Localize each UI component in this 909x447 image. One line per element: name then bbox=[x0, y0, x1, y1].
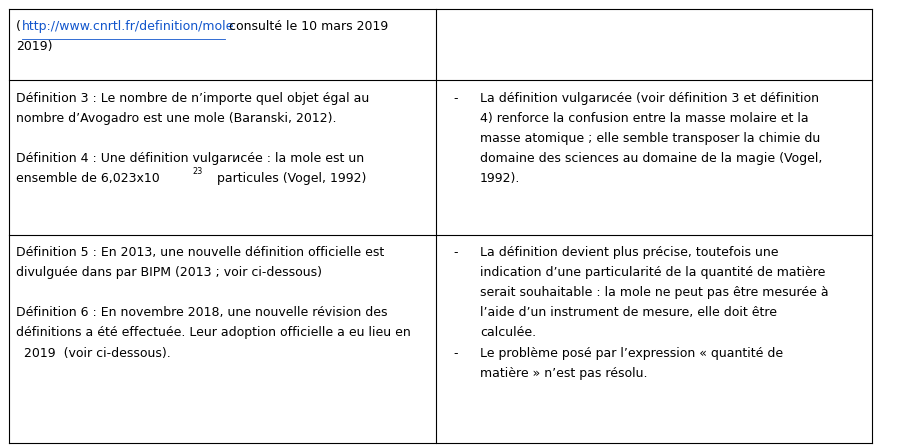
Text: 23: 23 bbox=[192, 167, 203, 176]
Text: Définition 6 : En novembre 2018, une nouvelle révision des: Définition 6 : En novembre 2018, une nou… bbox=[15, 306, 387, 319]
Text: indication d’une particularité de la quantité de matière: indication d’une particularité de la qua… bbox=[480, 266, 825, 279]
Text: -: - bbox=[454, 92, 458, 105]
Text: nombre d’Avogadro est une mole (Baranski, 2012).: nombre d’Avogadro est une mole (Baranski… bbox=[15, 112, 336, 125]
Text: l’aide d’un instrument de mesure, elle doit être: l’aide d’un instrument de mesure, elle d… bbox=[480, 306, 777, 319]
Text: ensemble de 6,023x10: ensemble de 6,023x10 bbox=[15, 172, 160, 185]
Text: Définition 5 : En 2013, une nouvelle définition officielle est: Définition 5 : En 2013, une nouvelle déf… bbox=[15, 246, 385, 259]
Text: (: ( bbox=[15, 20, 21, 33]
Text: 2019  (voir ci-dessous).: 2019 (voir ci-dessous). bbox=[15, 347, 171, 360]
Text: matière » n’est pas résolu.: matière » n’est pas résolu. bbox=[480, 367, 647, 380]
Text: Définition 3 : Le nombre de n’importe quel objet égal au: Définition 3 : Le nombre de n’importe qu… bbox=[15, 92, 369, 105]
Text: consulté le 10 mars 2019: consulté le 10 mars 2019 bbox=[225, 20, 388, 33]
Text: La définition vulgarисée (voir définition 3 et définition: La définition vulgarисée (voir définitio… bbox=[480, 92, 819, 105]
Text: La définition devient plus précise, toutefois une: La définition devient plus précise, tout… bbox=[480, 246, 779, 259]
Text: calculée.: calculée. bbox=[480, 326, 536, 339]
Text: 4) renforce la confusion entre la masse molaire et la: 4) renforce la confusion entre la masse … bbox=[480, 112, 809, 125]
Text: domaine des sciences au domaine de la magie (Vogel,: domaine des sciences au domaine de la ma… bbox=[480, 152, 823, 165]
Text: divulguée dans par BIPM (2013 ; voir ci-dessous): divulguée dans par BIPM (2013 ; voir ci-… bbox=[15, 266, 322, 279]
Text: -: - bbox=[454, 246, 458, 259]
Text: 2019): 2019) bbox=[15, 40, 53, 53]
Text: http://www.cnrtl.fr/definition/mole: http://www.cnrtl.fr/definition/mole bbox=[22, 20, 235, 33]
Text: masse atomique ; elle semble transposer la chimie du: masse atomique ; elle semble transposer … bbox=[480, 132, 820, 145]
Text: Le problème posé par l’expression « quantité de: Le problème posé par l’expression « quan… bbox=[480, 347, 784, 360]
Text: 1992).: 1992). bbox=[480, 172, 521, 185]
Text: Définition 4 : Une définition vulgarисée : la mole est un: Définition 4 : Une définition vulgarисée… bbox=[15, 152, 364, 165]
Text: -: - bbox=[454, 347, 458, 360]
Text: définitions a été effectuée. Leur adoption officielle a eu lieu en: définitions a été effectuée. Leur adopti… bbox=[15, 326, 411, 339]
Text: particules (Vogel, 1992): particules (Vogel, 1992) bbox=[214, 172, 366, 185]
Text: serait souhaitable : la mole ne peut pas être mesurée à: serait souhaitable : la mole ne peut pas… bbox=[480, 286, 829, 299]
